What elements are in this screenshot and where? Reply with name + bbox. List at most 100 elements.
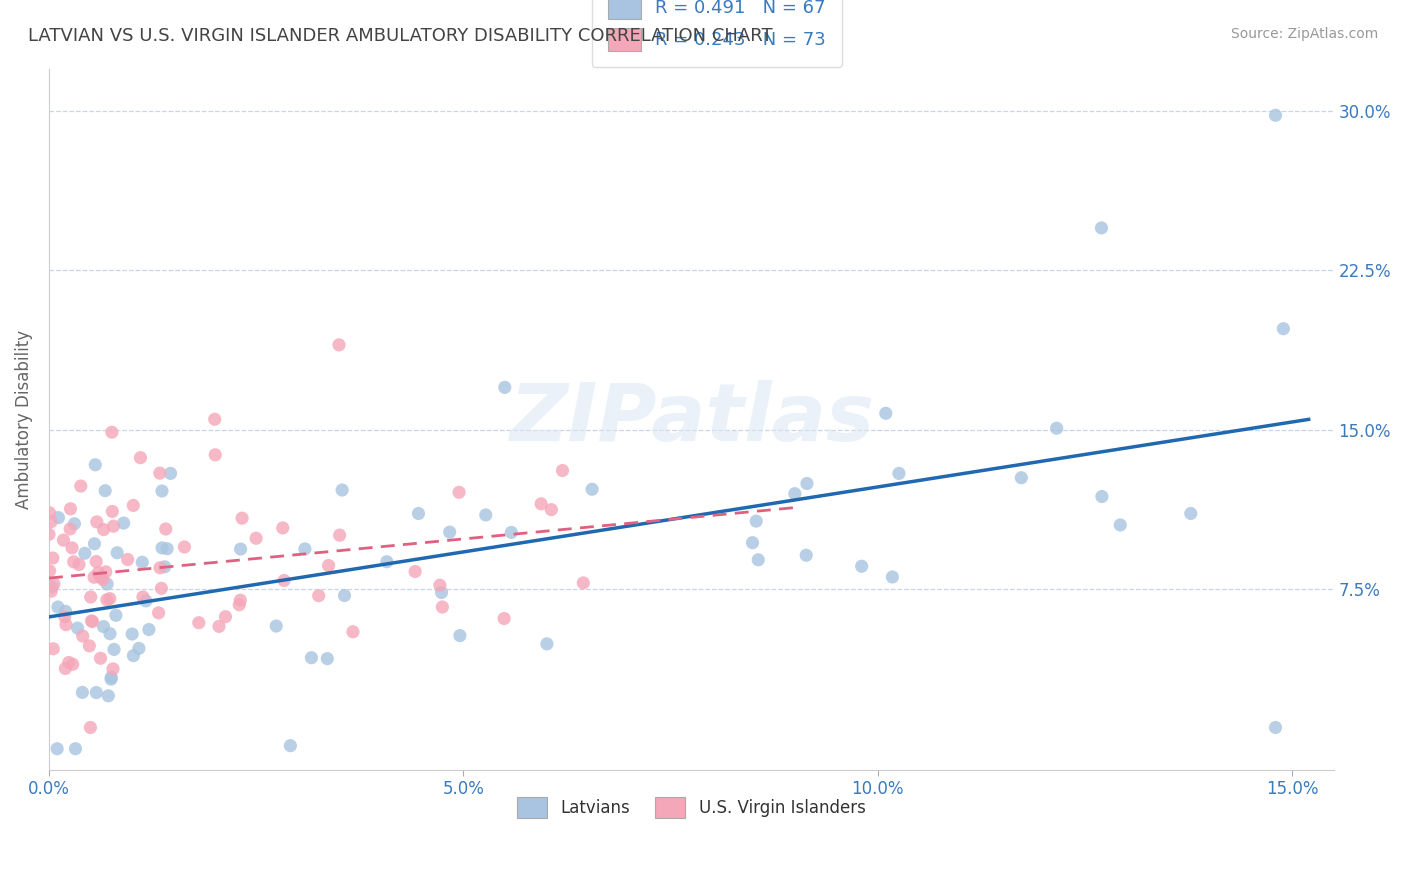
Point: [429, 578, 451, 592]
Point: [97, 689, 120, 703]
Point: [69, 479, 91, 493]
Point: [93, 523, 115, 537]
Point: [794, 548, 817, 562]
Point: [149, 561, 172, 575]
Point: [148, 606, 170, 620]
Point: [101, 425, 124, 440]
Point: [156, 541, 179, 556]
Point: [38, 527, 60, 541]
Point: [101, 504, 124, 518]
Point: [173, 540, 195, 554]
Point: [93, 619, 115, 633]
Point: [122, 648, 145, 663]
Point: [318, 558, 340, 573]
Point: [1046, 421, 1069, 435]
Point: [333, 589, 356, 603]
Point: [41, 580, 63, 594]
Point: [153, 559, 176, 574]
Point: [98, 626, 121, 640]
Point: [46, 600, 69, 615]
Point: [149, 466, 172, 480]
Point: [52, 533, 75, 548]
Point: [42, 551, 65, 566]
Point: [1180, 507, 1202, 521]
Point: [887, 467, 910, 481]
Text: ZIPatlas: ZIPatlas: [509, 380, 873, 458]
Point: [273, 574, 295, 588]
Point: [59, 522, 82, 536]
Point: [875, 406, 897, 420]
Point: [131, 555, 153, 569]
Point: [89, 570, 111, 584]
Point: [121, 627, 143, 641]
Point: [98, 591, 121, 606]
Point: [91, 573, 114, 587]
Point: [58, 656, 80, 670]
Point: [1272, 321, 1295, 335]
Point: [38, 506, 60, 520]
Point: [494, 380, 516, 394]
Point: [53, 661, 76, 675]
Point: [72, 629, 94, 643]
Point: [55, 617, 77, 632]
Point: [1264, 108, 1286, 122]
Point: [747, 553, 769, 567]
Point: [430, 585, 453, 599]
Text: LATVIAN VS U.S. VIRGIN ISLANDER AMBULATORY DISABILITY CORRELATION CHART: LATVIAN VS U.S. VIRGIN ISLANDER AMBULATO…: [28, 27, 773, 45]
Point: [501, 525, 523, 540]
Point: [103, 642, 125, 657]
Point: [66, 621, 89, 635]
Point: [294, 541, 316, 556]
Text: Source: ZipAtlas.com: Source: ZipAtlas.com: [1230, 27, 1378, 41]
Point: [447, 485, 470, 500]
Point: [39, 515, 62, 529]
Point: [159, 467, 181, 481]
Point: [38, 564, 60, 578]
Point: [135, 594, 157, 608]
Point: [100, 672, 122, 686]
Point: [138, 623, 160, 637]
Point: [1090, 221, 1112, 235]
Point: [117, 552, 139, 566]
Point: [129, 450, 152, 465]
Point: [82, 615, 104, 629]
Point: [55, 604, 77, 618]
Point: [84, 458, 107, 472]
Point: [96, 577, 118, 591]
Point: [84, 555, 107, 569]
Point: [783, 486, 806, 500]
Point: [103, 519, 125, 533]
Point: [204, 448, 226, 462]
Point: [72, 685, 94, 699]
Point: [280, 739, 302, 753]
Point: [150, 541, 173, 555]
Point: [540, 502, 562, 516]
Point: [122, 499, 145, 513]
Point: [581, 483, 603, 497]
Point: [208, 619, 231, 633]
Point: [155, 522, 177, 536]
Point: [494, 611, 516, 625]
Point: [1010, 471, 1032, 485]
Point: [67, 558, 90, 572]
Point: [882, 570, 904, 584]
Point: [83, 570, 105, 584]
Point: [271, 521, 294, 535]
Point: [342, 624, 364, 639]
Point: [112, 516, 135, 530]
Point: [80, 614, 103, 628]
Point: [245, 531, 267, 545]
Point: [741, 535, 763, 549]
Point: [439, 525, 461, 540]
Point: [100, 670, 122, 684]
Point: [572, 576, 595, 591]
Point: [62, 555, 84, 569]
Point: [105, 546, 128, 560]
Point: [79, 721, 101, 735]
Point: [87, 566, 110, 580]
Point: [48, 510, 70, 524]
Point: [231, 511, 253, 525]
Point: [229, 593, 252, 607]
Point: [132, 590, 155, 604]
Point: [536, 637, 558, 651]
